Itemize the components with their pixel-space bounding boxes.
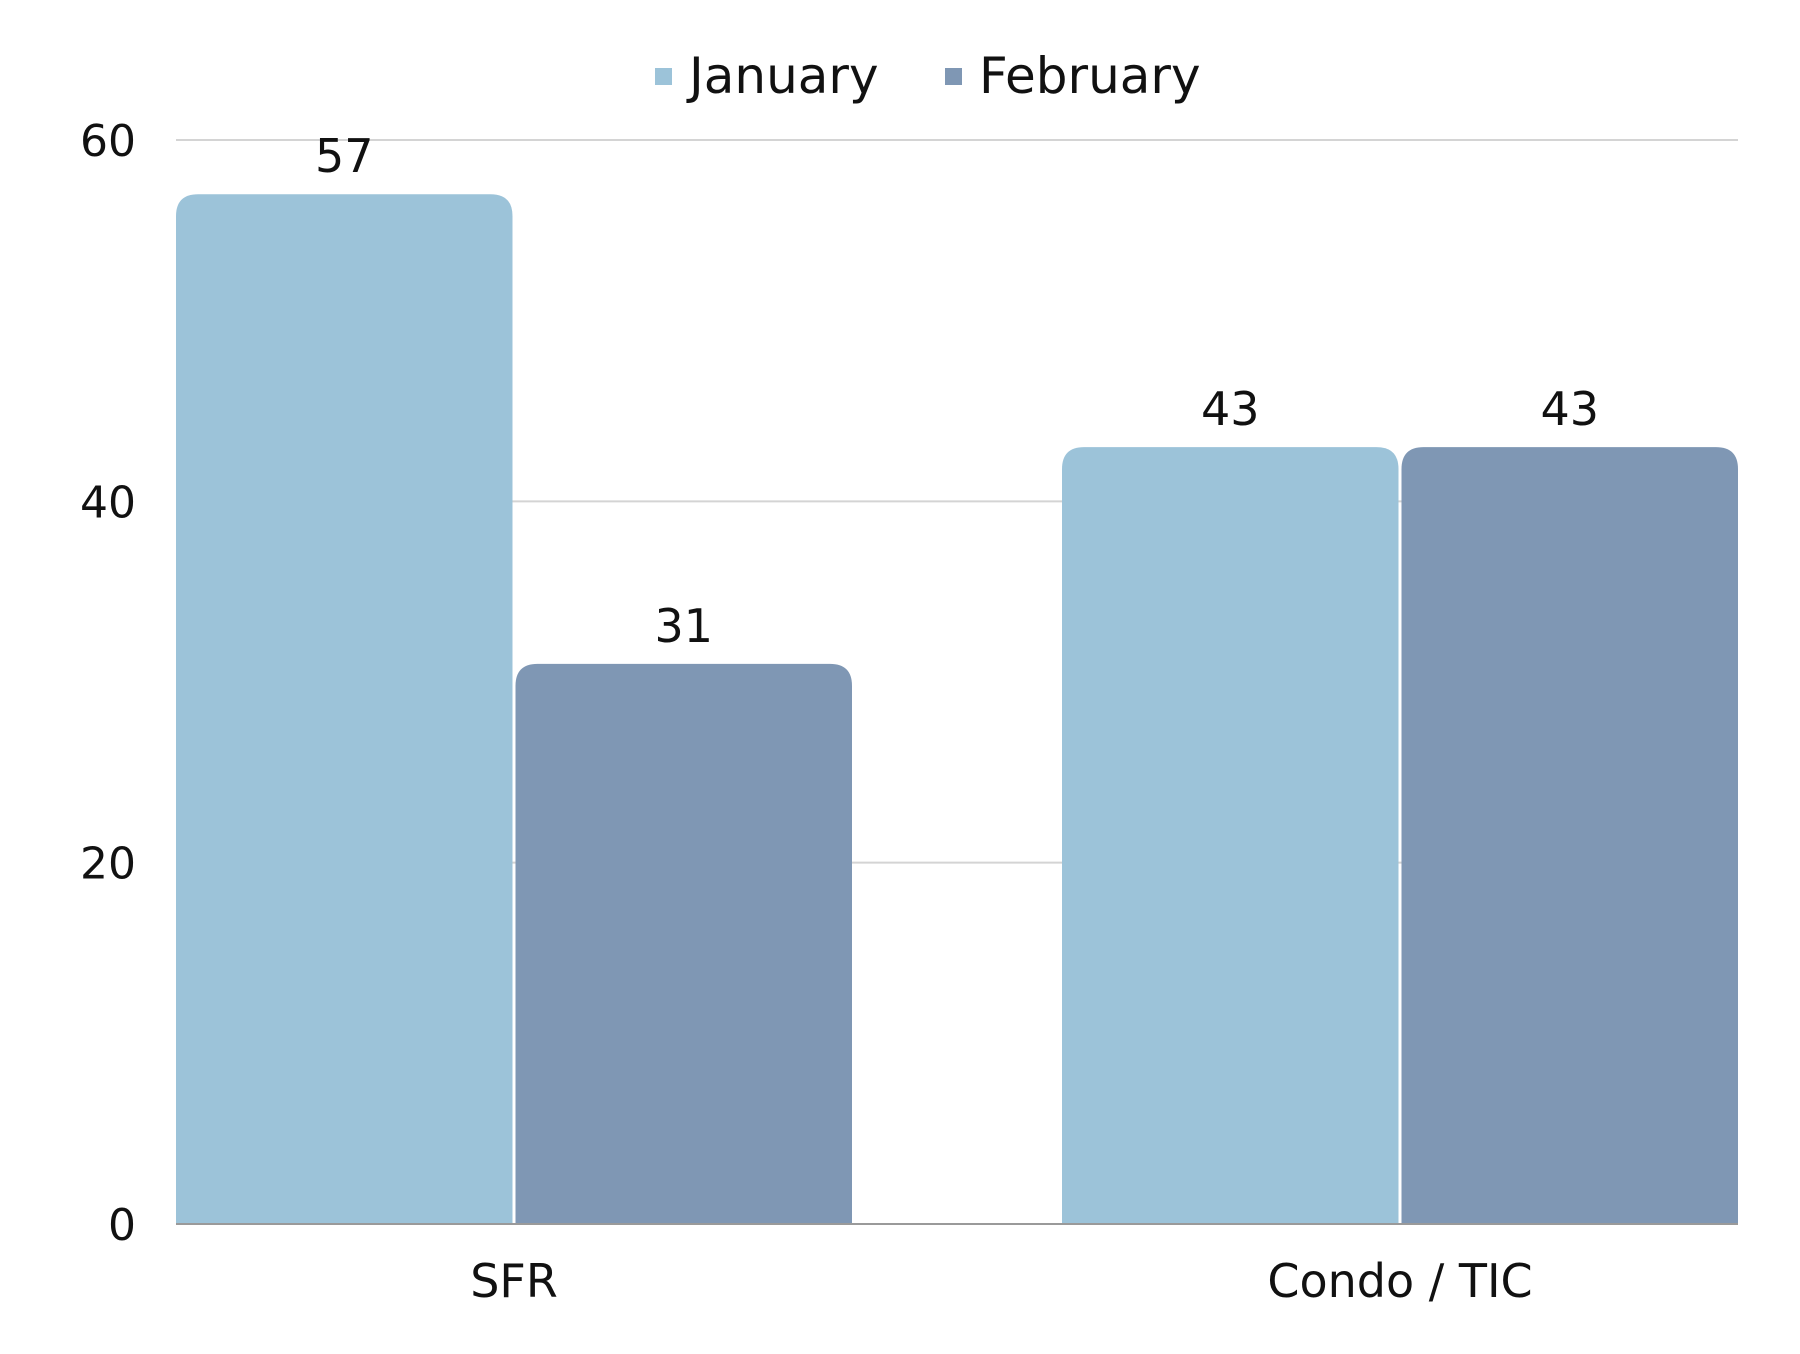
data-label: 31 <box>654 599 713 653</box>
data-label: 57 <box>315 129 374 183</box>
legend-label: February <box>979 47 1201 105</box>
data-labels: 57 31 43 43 <box>315 129 1599 653</box>
axes: 0 20 40 60 SFR Condo / TIC <box>80 116 1738 1308</box>
legend-label: January <box>686 47 879 105</box>
legend-swatch <box>655 68 672 85</box>
bar-january-2 <box>1062 447 1399 1225</box>
x-category-label: SFR <box>470 1254 558 1308</box>
y-tick-label: 60 <box>80 116 136 167</box>
data-label: 43 <box>1540 382 1599 436</box>
bars <box>176 194 1738 1225</box>
y-tick-label: 0 <box>108 1200 136 1251</box>
data-label: 43 <box>1201 382 1260 436</box>
x-category-label: Condo / TIC <box>1267 1254 1532 1308</box>
y-tick-label: 40 <box>80 477 136 528</box>
bar-january-1 <box>176 194 513 1225</box>
bar-february-2 <box>1401 447 1738 1225</box>
y-tick-label: 20 <box>80 839 136 890</box>
bar-february-1 <box>515 663 852 1224</box>
legend-swatch <box>945 68 962 85</box>
legend: January February <box>655 47 1201 105</box>
